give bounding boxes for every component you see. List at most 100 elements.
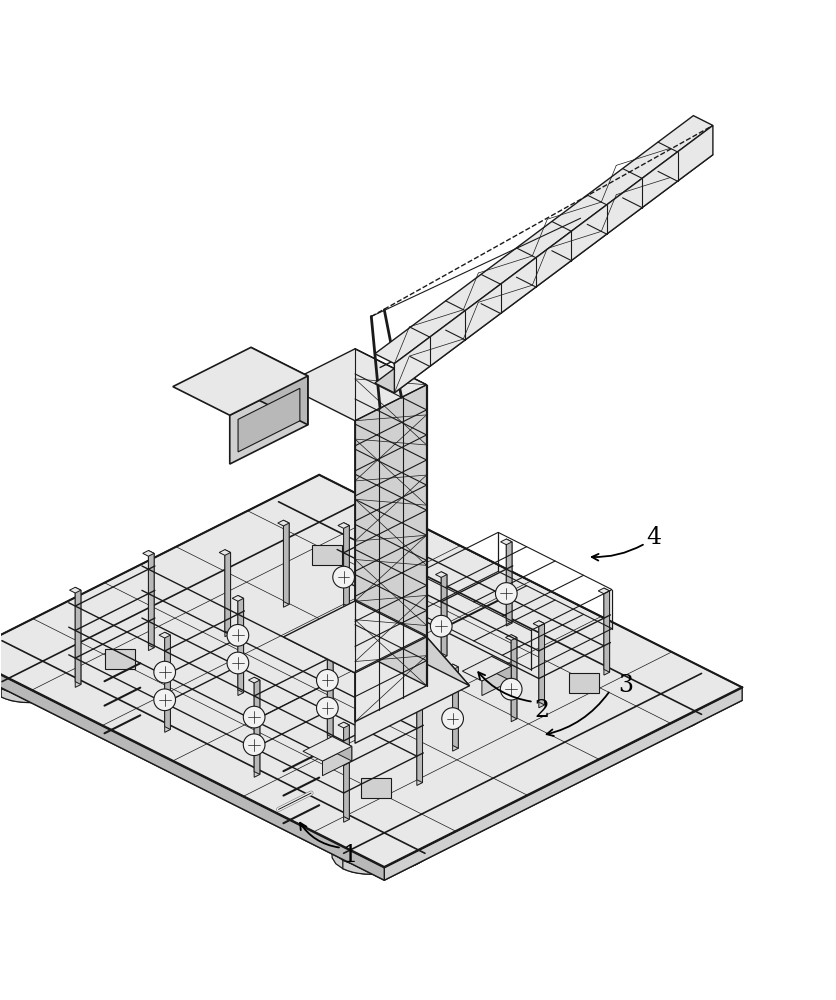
Circle shape — [316, 697, 338, 719]
Polygon shape — [1, 647, 95, 703]
Polygon shape — [288, 512, 350, 544]
Polygon shape — [0, 655, 384, 880]
Polygon shape — [69, 587, 81, 593]
Polygon shape — [322, 746, 351, 776]
Circle shape — [500, 678, 522, 700]
Circle shape — [227, 652, 248, 674]
Circle shape — [154, 689, 176, 711]
Text: 2: 2 — [533, 699, 549, 722]
Circle shape — [227, 624, 248, 646]
Polygon shape — [568, 673, 598, 693]
Polygon shape — [327, 640, 333, 738]
Polygon shape — [283, 523, 288, 607]
Polygon shape — [0, 488, 742, 880]
Polygon shape — [0, 475, 742, 867]
Polygon shape — [354, 349, 426, 686]
Polygon shape — [410, 685, 422, 691]
Polygon shape — [344, 523, 349, 607]
Polygon shape — [338, 722, 349, 728]
Polygon shape — [148, 551, 154, 648]
Text: 1: 1 — [342, 844, 357, 867]
Polygon shape — [248, 677, 259, 683]
Polygon shape — [452, 667, 458, 751]
Polygon shape — [321, 640, 333, 646]
Polygon shape — [143, 551, 154, 556]
Polygon shape — [511, 635, 517, 719]
Polygon shape — [344, 722, 349, 819]
Polygon shape — [629, 684, 691, 715]
Text: 3: 3 — [617, 674, 632, 697]
Polygon shape — [608, 683, 712, 735]
Polygon shape — [237, 388, 299, 452]
Polygon shape — [278, 520, 288, 526]
Polygon shape — [506, 542, 512, 626]
Polygon shape — [354, 385, 426, 722]
Polygon shape — [332, 813, 436, 866]
Polygon shape — [283, 349, 426, 421]
Polygon shape — [344, 526, 349, 610]
Circle shape — [495, 583, 517, 604]
Polygon shape — [104, 649, 135, 669]
Polygon shape — [219, 550, 230, 555]
Polygon shape — [408, 493, 414, 577]
Circle shape — [316, 669, 338, 691]
Polygon shape — [230, 376, 308, 464]
Polygon shape — [267, 511, 371, 563]
Polygon shape — [384, 687, 742, 880]
Polygon shape — [165, 635, 171, 732]
Polygon shape — [354, 601, 469, 686]
Polygon shape — [332, 737, 351, 761]
Polygon shape — [538, 621, 544, 705]
Polygon shape — [375, 116, 712, 364]
Polygon shape — [327, 643, 333, 741]
Polygon shape — [75, 590, 81, 687]
Polygon shape — [608, 674, 712, 727]
Polygon shape — [360, 778, 390, 798]
Polygon shape — [452, 664, 458, 748]
Circle shape — [441, 708, 463, 729]
Polygon shape — [165, 632, 171, 729]
Polygon shape — [505, 635, 517, 640]
Polygon shape — [232, 595, 243, 601]
Polygon shape — [237, 595, 243, 693]
Polygon shape — [283, 520, 288, 604]
Polygon shape — [408, 490, 414, 574]
Polygon shape — [604, 588, 609, 672]
Polygon shape — [538, 624, 544, 708]
Polygon shape — [237, 598, 243, 696]
Polygon shape — [343, 819, 436, 874]
Polygon shape — [394, 125, 712, 393]
Polygon shape — [354, 637, 469, 743]
Polygon shape — [598, 588, 609, 594]
Polygon shape — [75, 587, 81, 685]
Polygon shape — [500, 539, 512, 545]
Polygon shape — [344, 725, 349, 822]
Polygon shape — [482, 666, 511, 696]
Polygon shape — [278, 508, 371, 564]
Polygon shape — [491, 656, 511, 681]
Polygon shape — [0, 650, 95, 702]
Circle shape — [154, 661, 176, 683]
Polygon shape — [511, 638, 517, 722]
Polygon shape — [312, 545, 342, 565]
Polygon shape — [303, 737, 351, 761]
Polygon shape — [148, 553, 154, 651]
Polygon shape — [416, 685, 422, 783]
Polygon shape — [353, 823, 415, 854]
Polygon shape — [338, 523, 349, 528]
Polygon shape — [441, 575, 446, 659]
Polygon shape — [416, 688, 422, 785]
Polygon shape — [225, 550, 230, 634]
Polygon shape — [533, 621, 544, 626]
Circle shape — [243, 734, 265, 756]
Polygon shape — [604, 591, 609, 675]
Circle shape — [430, 615, 451, 637]
Polygon shape — [332, 822, 436, 874]
Polygon shape — [402, 490, 414, 496]
Polygon shape — [446, 664, 458, 670]
Polygon shape — [254, 677, 259, 774]
Circle shape — [397, 534, 419, 555]
Polygon shape — [267, 502, 371, 555]
Circle shape — [333, 566, 354, 588]
Polygon shape — [172, 347, 308, 415]
